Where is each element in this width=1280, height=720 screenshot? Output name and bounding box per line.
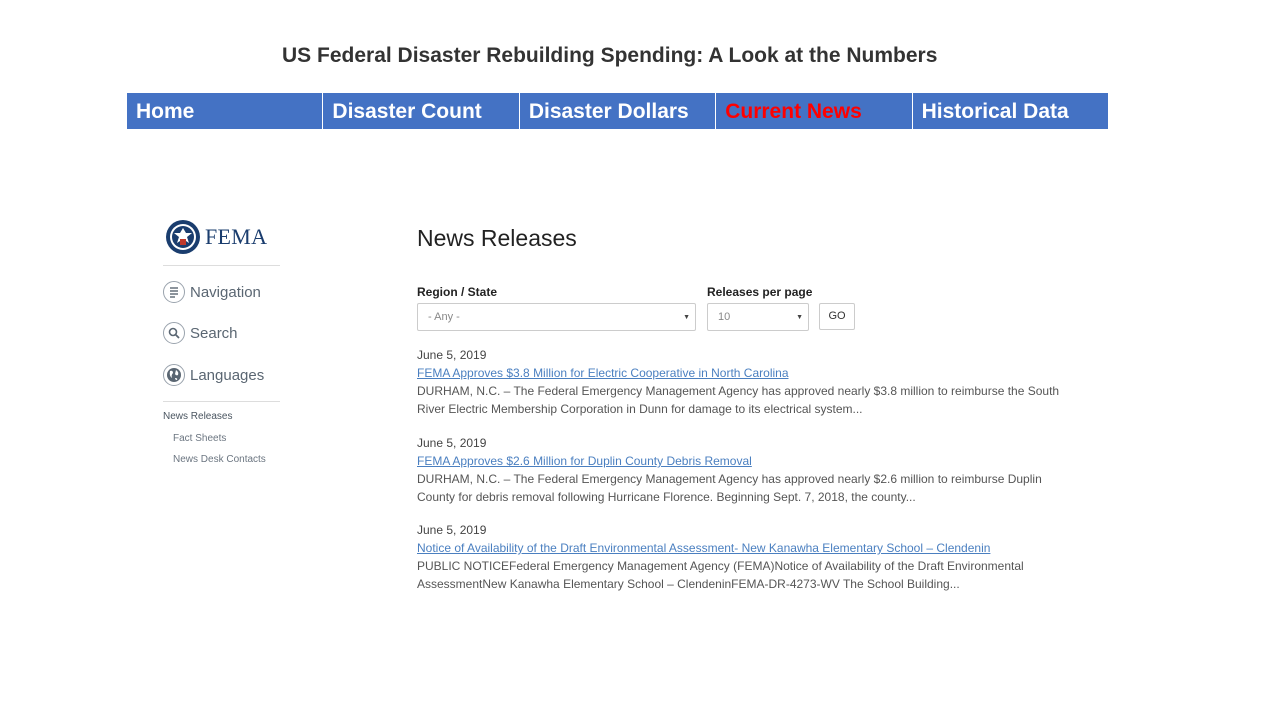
list-icon bbox=[163, 281, 185, 303]
release-date: June 5, 2019 bbox=[417, 348, 487, 362]
release-summary: PUBLIC NOTICEFederal Emergency Managemen… bbox=[417, 559, 1024, 591]
release-title-link[interactable]: Notice of Availability of the Draft Envi… bbox=[417, 541, 991, 555]
release-title-link[interactable]: FEMA Approves $2.6 Million for Duplin Co… bbox=[417, 454, 752, 468]
sidebar-link-news-desk-contacts[interactable]: News Desk Contacts bbox=[173, 454, 266, 465]
list-item: June 5, 2019 Notice of Availability of t… bbox=[417, 521, 1077, 593]
region-select[interactable]: - Any - ▼ bbox=[417, 303, 696, 331]
sidebar-section-news-releases[interactable]: News Releases bbox=[163, 411, 233, 422]
dropdown-arrow-icon: ▼ bbox=[683, 314, 690, 321]
page-title: US Federal Disaster Rebuilding Spending:… bbox=[282, 44, 938, 67]
main-heading: News Releases bbox=[417, 225, 577, 251]
sidebar-item-label: Search bbox=[190, 324, 238, 342]
fema-logo[interactable]: FEMA bbox=[165, 219, 267, 255]
release-summary: DURHAM, N.C. – The Federal Emergency Man… bbox=[417, 472, 1042, 504]
tab-historical-data[interactable]: Historical Data bbox=[921, 100, 1069, 123]
per-page-label: Releases per page bbox=[707, 285, 813, 299]
tab-disaster-dollars[interactable]: Disaster Dollars bbox=[520, 93, 717, 129]
sidebar-item-search[interactable]: Search bbox=[163, 322, 238, 344]
dhs-seal-icon bbox=[166, 220, 200, 254]
release-date: June 5, 2019 bbox=[417, 436, 487, 450]
divider bbox=[163, 401, 280, 402]
release-title-link[interactable]: FEMA Approves $3.8 Million for Electric … bbox=[417, 366, 789, 380]
search-icon bbox=[163, 322, 185, 344]
tab-home[interactable]: Home bbox=[127, 93, 324, 129]
per-page-select[interactable]: 10 ▼ bbox=[707, 303, 809, 331]
sidebar-link-fact-sheets[interactable]: Fact Sheets bbox=[173, 433, 227, 444]
dropdown-arrow-icon: ▼ bbox=[796, 314, 803, 321]
release-summary: DURHAM, N.C. – The Federal Emergency Man… bbox=[417, 384, 1060, 416]
go-button[interactable]: GO bbox=[819, 303, 855, 330]
sidebar-item-label: Navigation bbox=[190, 283, 261, 301]
top-nav: Home Disaster Count Disaster Dollars Cur… bbox=[127, 93, 1108, 129]
list-item: June 5, 2019 FEMA Approves $2.6 Million … bbox=[417, 434, 1077, 506]
release-date: June 5, 2019 bbox=[417, 523, 487, 537]
list-item: June 5, 2019 FEMA Approves $3.8 Million … bbox=[417, 346, 1077, 418]
fema-wordmark: FEMA bbox=[205, 224, 268, 249]
sidebar-item-languages[interactable]: Languages bbox=[163, 364, 264, 386]
region-label: Region / State bbox=[417, 285, 498, 299]
tab-current-news[interactable]: Current News bbox=[716, 93, 913, 129]
per-page-select-value: 10 bbox=[718, 311, 731, 323]
sidebar-item-navigation[interactable]: Navigation bbox=[163, 281, 261, 303]
divider bbox=[163, 265, 280, 266]
globe-icon bbox=[163, 364, 185, 386]
region-select-value: - Any - bbox=[428, 311, 460, 323]
sidebar-item-label: Languages bbox=[190, 366, 265, 384]
tab-disaster-count[interactable]: Disaster Count bbox=[323, 93, 520, 129]
